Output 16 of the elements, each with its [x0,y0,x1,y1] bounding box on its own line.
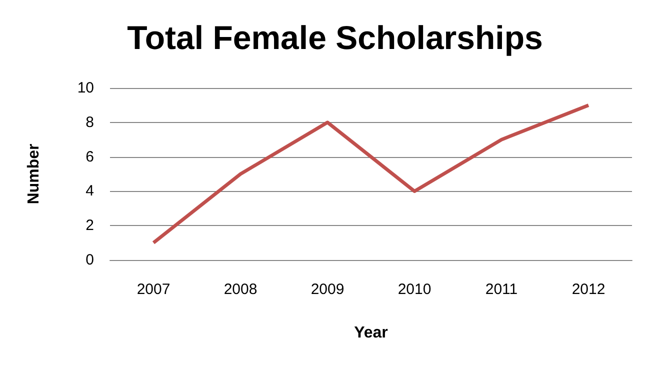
y-tick-label: 2 [86,217,94,234]
y-tick-label: 8 [86,114,94,131]
y-tick-label: 6 [86,148,94,166]
x-tick-label: 2009 [310,281,344,298]
y-tick-label: 4 [86,182,94,200]
line-series [152,103,590,245]
y-axis-title: Number [26,144,42,204]
x-tick-label: 2010 [398,281,432,298]
x-tick-label: 2012 [572,281,606,298]
chart-title: Total Female Scholarships [127,19,543,56]
y-tick-label: 10 [77,80,94,96]
y-tick-label: 0 [86,252,94,268]
x-tick-label: 2007 [136,281,170,298]
x-axis-title: Year [354,324,388,342]
x-tick-label: 2008 [224,281,258,298]
x-tick-label: 2011 [485,281,518,298]
